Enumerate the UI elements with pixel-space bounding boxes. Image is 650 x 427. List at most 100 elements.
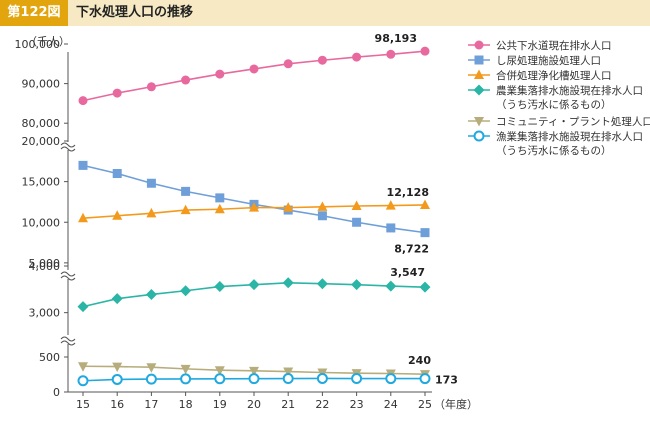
axis-break-mark [60,340,76,346]
x-tick-label: 15 [76,398,90,411]
axis-break-mark [60,142,76,148]
data-point [111,293,123,305]
axis-break-mark [60,146,76,152]
x-tick-label: 20 [247,398,261,411]
legend-label: コミュニティ・プラント処理人口 [496,115,650,128]
y-tick-label: 100,000 [15,38,61,51]
data-point [77,375,89,387]
data-point [385,373,397,385]
data-point [283,367,294,378]
x-tick-label: 24 [384,398,398,411]
y-tick-label: 20,000 [22,135,61,148]
end-value-label: 98,193 [375,32,417,45]
data-point [420,199,430,209]
legend-label: 漁業集落排水施設現在排水人口 [496,130,643,143]
data-point [352,217,362,227]
y-tick-label: 0 [53,386,60,399]
data-point [385,280,397,292]
end-value-label: 3,547 [390,266,425,279]
x-unit-label: （年度） [434,397,478,411]
data-point [215,193,225,203]
axis-break-mark [60,271,76,277]
data-point [146,82,156,92]
data-point [145,373,157,385]
data-point [420,46,430,56]
data-point [248,279,260,291]
data-point [317,55,327,65]
legend-label: 農業集落排水施設現在排水人口 [496,84,643,97]
figure-header: 第122図 下水処理人口の推移 [0,0,650,26]
axis-break-mark [60,275,76,281]
plot-area: 98,193 8,722 12,128 3,547 240 173 [77,32,458,387]
data-point [283,202,294,212]
data-point [351,200,362,210]
y-unit-label: （千人） [26,35,70,48]
x-tick-label: 21 [281,398,295,411]
series-0: 98,193 [78,32,430,106]
data-point [249,366,259,377]
data-point [77,301,89,313]
data-point [316,278,328,290]
data-point [420,228,430,238]
end-value-label: 240 [408,354,431,367]
legend-label-sub: （うち汚水に係るもの） [496,98,612,111]
data-point [214,203,225,214]
legend-label: 公共下水道現在排水人口 [496,39,612,52]
legend-marker [474,69,484,79]
y-tick-label: 90,000 [22,78,61,91]
data-point [386,49,396,59]
y-tick-label: 500 [39,351,60,364]
legend-marker [473,130,485,142]
data-point [78,362,88,372]
legend-marker [473,84,485,96]
end-value-label: 173 [435,374,458,387]
axis-break-mark [60,336,76,342]
data-point [282,277,294,289]
legend-marker [474,117,484,127]
data-point [282,373,294,385]
data-point [214,281,226,293]
y-tick-label: 3,000 [29,307,61,320]
data-point [352,52,362,62]
data-point [214,373,226,385]
x-tick-label: 16 [110,398,124,411]
data-point [215,69,225,79]
data-point [78,212,88,223]
series-line [82,164,426,234]
legend-label: 合併処理浄化槽処理人口 [496,69,612,82]
data-point [181,75,191,85]
data-point [111,373,123,385]
data-point [146,363,157,373]
x-tick-label: 22 [315,398,329,411]
data-point [419,373,431,385]
data-point [419,281,431,293]
x-tick-label: 19 [213,398,227,411]
data-point [145,288,157,300]
data-point [112,362,123,373]
data-point [249,64,259,74]
data-point [214,366,225,376]
data-point [385,200,396,210]
figure-title: 下水処理人口の推移 [76,5,194,20]
data-point [146,178,156,188]
y-tick-label: 5,000 [29,257,61,270]
end-value-label: 12,128 [387,186,429,199]
data-point [112,169,122,178]
data-point [180,285,192,297]
data-point [78,96,88,106]
data-point [146,207,157,218]
legend-item-1: し尿処理施設処理人口 [468,54,601,67]
data-point [112,210,123,220]
data-point [317,211,327,221]
legend-marker [474,40,484,50]
x-tick-label: 18 [179,398,193,411]
legend-item-0: 公共下水道現在排水人口 [468,39,612,52]
series-4: 240 [78,354,431,380]
chart-axes: 80,000 90,000 100,000 5,000 10,000 15,000 20,0… [15,38,432,411]
data-point [180,373,192,385]
data-point [351,279,363,291]
data-point [317,201,328,211]
series-5: 173 [77,372,458,387]
line-chart: （千人） （年度） 80,000 90,000 100,000 5,000 10,000… [15,32,650,411]
